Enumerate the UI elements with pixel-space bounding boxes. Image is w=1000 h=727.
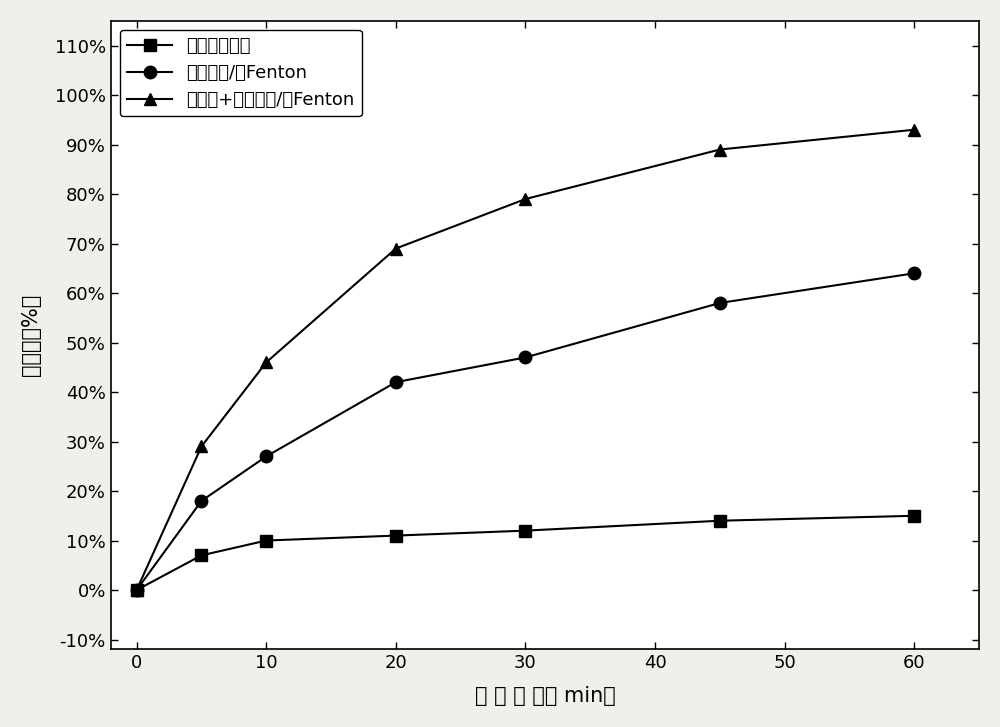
X-axis label: 处 理 时 间（ min）: 处 理 时 间（ min）	[475, 686, 615, 706]
可见光+三维电极/电Fenton	[195, 442, 207, 451]
Line: 可见光+三维电极/电Fenton: 可见光+三维电极/电Fenton	[130, 124, 921, 596]
三维电极/电Fenton	[908, 269, 920, 278]
可见光光催化	[131, 586, 143, 595]
可见光+三维电极/电Fenton	[260, 358, 272, 366]
可见光+三维电极/电Fenton	[390, 244, 402, 253]
三维电极/电Fenton	[714, 299, 726, 308]
可见光光催化	[390, 531, 402, 540]
可见光光催化	[908, 511, 920, 520]
可见光+三维电极/电Fenton	[519, 195, 531, 204]
三维电极/电Fenton	[390, 378, 402, 387]
可见光+三维电极/电Fenton	[131, 586, 143, 595]
可见光光催化	[519, 526, 531, 535]
三维电极/电Fenton	[131, 586, 143, 595]
可见光光催化	[260, 537, 272, 545]
可见光光催化	[195, 551, 207, 560]
Legend: 可见光光催化, 三维电极/电Fenton, 可见光+三维电极/电Fenton: 可见光光催化, 三维电极/电Fenton, 可见光+三维电极/电Fenton	[120, 30, 362, 116]
可见光+三维电极/电Fenton	[908, 125, 920, 134]
三维电极/电Fenton	[260, 452, 272, 461]
Y-axis label: 去除率（%）: 去除率（%）	[21, 294, 41, 377]
Line: 可见光光催化: 可见光光催化	[130, 510, 921, 596]
三维电极/电Fenton	[519, 353, 531, 362]
可见光+三维电极/电Fenton	[714, 145, 726, 154]
可见光光催化	[714, 516, 726, 525]
Line: 三维电极/电Fenton: 三维电极/电Fenton	[130, 267, 921, 596]
三维电极/电Fenton	[195, 497, 207, 505]
